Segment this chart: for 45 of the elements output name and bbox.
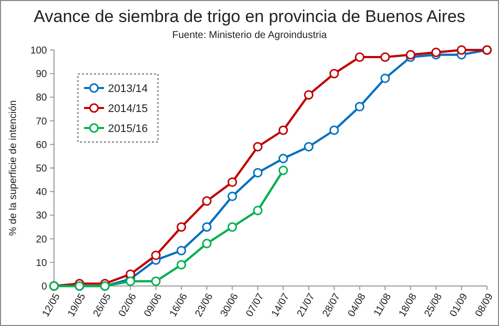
y-tick-label: 80	[36, 92, 48, 104]
point	[329, 125, 339, 135]
y-axis-title: % de la superficie de intención	[8, 100, 19, 236]
point	[456, 45, 466, 55]
point	[126, 276, 136, 286]
point	[151, 250, 161, 260]
point	[406, 50, 416, 60]
point	[228, 177, 238, 187]
legend-label: 2014/15	[108, 102, 148, 115]
point	[380, 52, 390, 62]
chart-subtitle: Fuente: Ministerio de Agroindustria	[172, 30, 328, 41]
point	[202, 222, 212, 232]
point	[380, 74, 390, 84]
point	[253, 142, 263, 152]
point	[354, 102, 364, 112]
point	[176, 260, 186, 270]
y-tick-label: 100	[30, 46, 48, 56]
point	[278, 166, 288, 176]
y-tick-label: 60	[36, 140, 48, 151]
point	[176, 222, 186, 232]
y-tick-label: 10	[36, 258, 48, 269]
legend-label: 2013/14	[108, 82, 148, 95]
point	[228, 192, 238, 202]
point	[176, 246, 186, 256]
point	[354, 52, 364, 62]
point	[329, 68, 339, 78]
point	[151, 276, 161, 286]
y-tick-label: 0	[41, 282, 48, 292]
legend-label: 2015/16	[108, 122, 148, 135]
y-tick-label: 30	[36, 210, 48, 222]
point	[202, 238, 212, 248]
point	[278, 125, 288, 135]
point	[228, 222, 238, 232]
chart-title: Avance de siembra de trigo en provincia de Buenos Aires	[34, 7, 466, 26]
y-tick-label: 40	[36, 187, 48, 198]
point	[202, 196, 212, 206]
y-tick-label: 90	[36, 69, 48, 80]
point	[304, 90, 314, 100]
point	[253, 206, 263, 216]
y-tick-label: 20	[36, 234, 48, 246]
point	[278, 154, 288, 164]
point	[253, 168, 263, 178]
y-tick-label: 70	[36, 116, 48, 128]
y-tick-label: 50	[36, 164, 48, 174]
point	[304, 142, 314, 152]
